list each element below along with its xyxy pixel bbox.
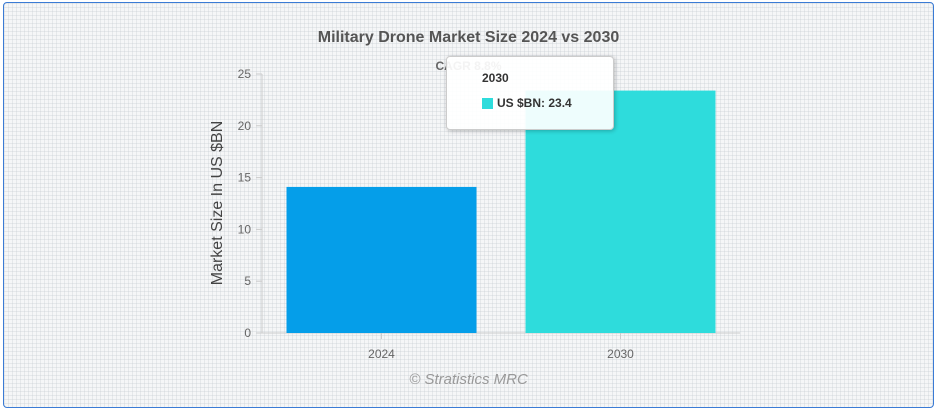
y-tick-label: 0 (244, 326, 251, 340)
chart-plot-area: 0 5 10 15 20 25 2024 2030 (238, 67, 740, 361)
chart-title: Military Drone Market Size 2024 vs 2030 (317, 29, 620, 46)
bar-tooltip: 2030 US $BN: 23.4 (446, 56, 614, 130)
y-tick-label: 5 (244, 274, 251, 288)
y-tick-label: 20 (238, 119, 252, 133)
y-tick-label: 15 (238, 171, 252, 185)
watermark: © Stratistics MRC (409, 371, 528, 388)
bar-2024 (286, 186, 477, 333)
y-tick-label: 25 (238, 67, 252, 81)
tooltip-color-swatch (482, 97, 493, 109)
y-tick-label: 10 (238, 222, 252, 236)
chart-frame: Military Drone Market Size 2024 vs 2030 … (3, 2, 934, 408)
bar-2030 (525, 90, 716, 334)
tooltip-row: US $BN: 23.4 (482, 96, 572, 110)
tooltip-value: US $BN: 23.4 (497, 96, 572, 110)
x-tick-label: 2030 (607, 347, 634, 361)
x-tick-label: 2024 (368, 347, 395, 361)
tooltip-title: 2030 (482, 71, 509, 85)
